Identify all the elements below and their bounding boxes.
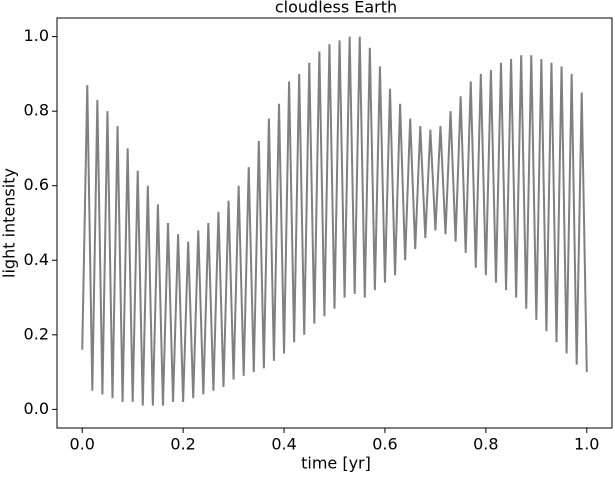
- x-tick-label: 0.4: [271, 435, 296, 454]
- chart-title: cloudless Earth: [275, 0, 397, 17]
- x-tick-label: 1.0: [574, 435, 599, 454]
- x-tick-label: 0.0: [70, 435, 95, 454]
- plot-frame: [56, 17, 613, 429]
- y-tick-label: 0.0: [24, 399, 49, 418]
- y-tick-label: 0.4: [24, 250, 49, 269]
- y-axis-label: light intensity: [0, 168, 19, 278]
- y-tick-label: 1.0: [24, 26, 49, 45]
- x-tick-label: 0.2: [170, 435, 195, 454]
- y-tick-label: 0.8: [24, 101, 49, 120]
- data-line: [81, 36, 588, 406]
- x-tick-label: 0.8: [473, 435, 498, 454]
- x-axis-label: time [yr]: [301, 454, 371, 473]
- y-tick-label: 0.2: [24, 324, 49, 343]
- y-tick-label: 0.6: [24, 175, 49, 194]
- x-tick-label: 0.6: [372, 435, 397, 454]
